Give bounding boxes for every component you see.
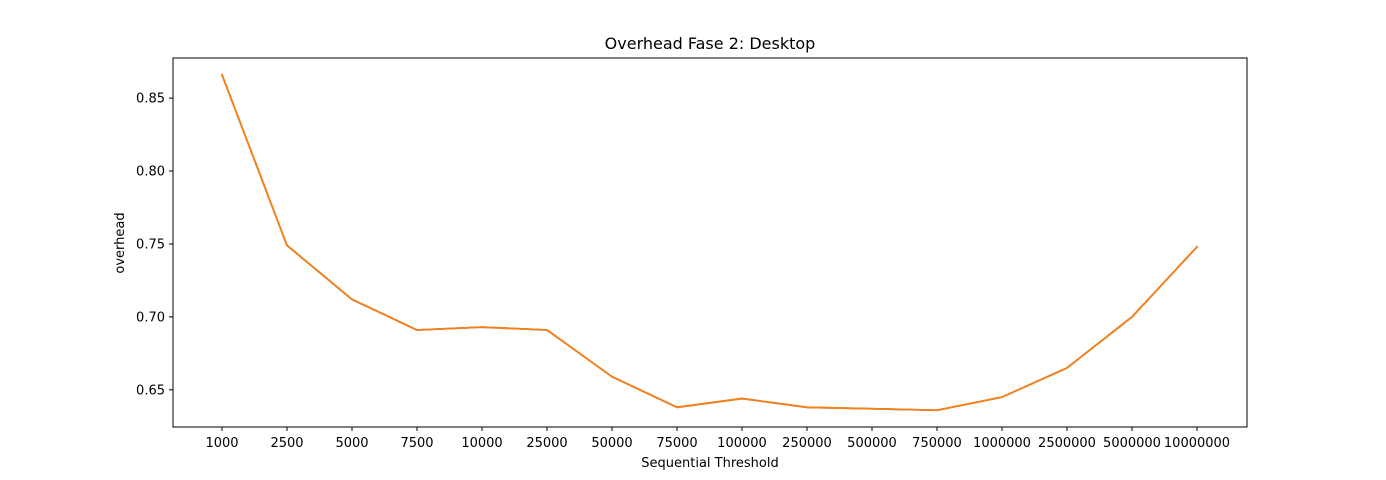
series-group: [220, 73, 1199, 412]
plot-area: [172, 57, 1248, 428]
y-tick-label: 0.70: [136, 310, 165, 325]
x-tick-label: 2500: [270, 436, 303, 451]
x-tick-label: 1000: [205, 436, 238, 451]
x-tick-label: 5000000: [1103, 436, 1161, 451]
series-line-2: [220, 73, 1199, 412]
y-tick-label: 0.65: [136, 383, 165, 398]
y-tick-label: 0.75: [136, 237, 165, 252]
x-tick-label: 1000000: [973, 436, 1031, 451]
y-tick-label: 0.85: [136, 92, 165, 107]
x-tick-label: 750000: [912, 436, 962, 451]
x-tick-label: 5000: [335, 436, 368, 451]
x-axis-label: Sequential Threshold: [641, 456, 778, 471]
y-axis: 0.65 0.70 0.75 0.80 0.85: [136, 92, 173, 398]
x-tick-label: 7500: [400, 436, 433, 451]
series-line-1: [220, 73, 1199, 412]
x-tick-label: 2500000: [1038, 436, 1096, 451]
x-tick-label: 250000: [782, 436, 832, 451]
x-tick-label: 75000: [656, 436, 697, 451]
x-axis: 1000 2500 5000 7500 10000 25000 50000 75000 1000…: [205, 427, 1230, 451]
chart-title: Overhead Fase 2: Desktop: [605, 34, 816, 53]
y-axis-label: overhead: [113, 212, 128, 273]
x-tick-label: 25000: [526, 436, 567, 451]
x-tick-label: 100000: [717, 436, 767, 451]
x-tick-label: 10000: [461, 436, 502, 451]
x-tick-label: 10000000: [1164, 436, 1230, 451]
x-tick-label: 50000: [591, 436, 632, 451]
y-tick-label: 0.80: [136, 165, 165, 180]
x-tick-label: 500000: [847, 436, 897, 451]
